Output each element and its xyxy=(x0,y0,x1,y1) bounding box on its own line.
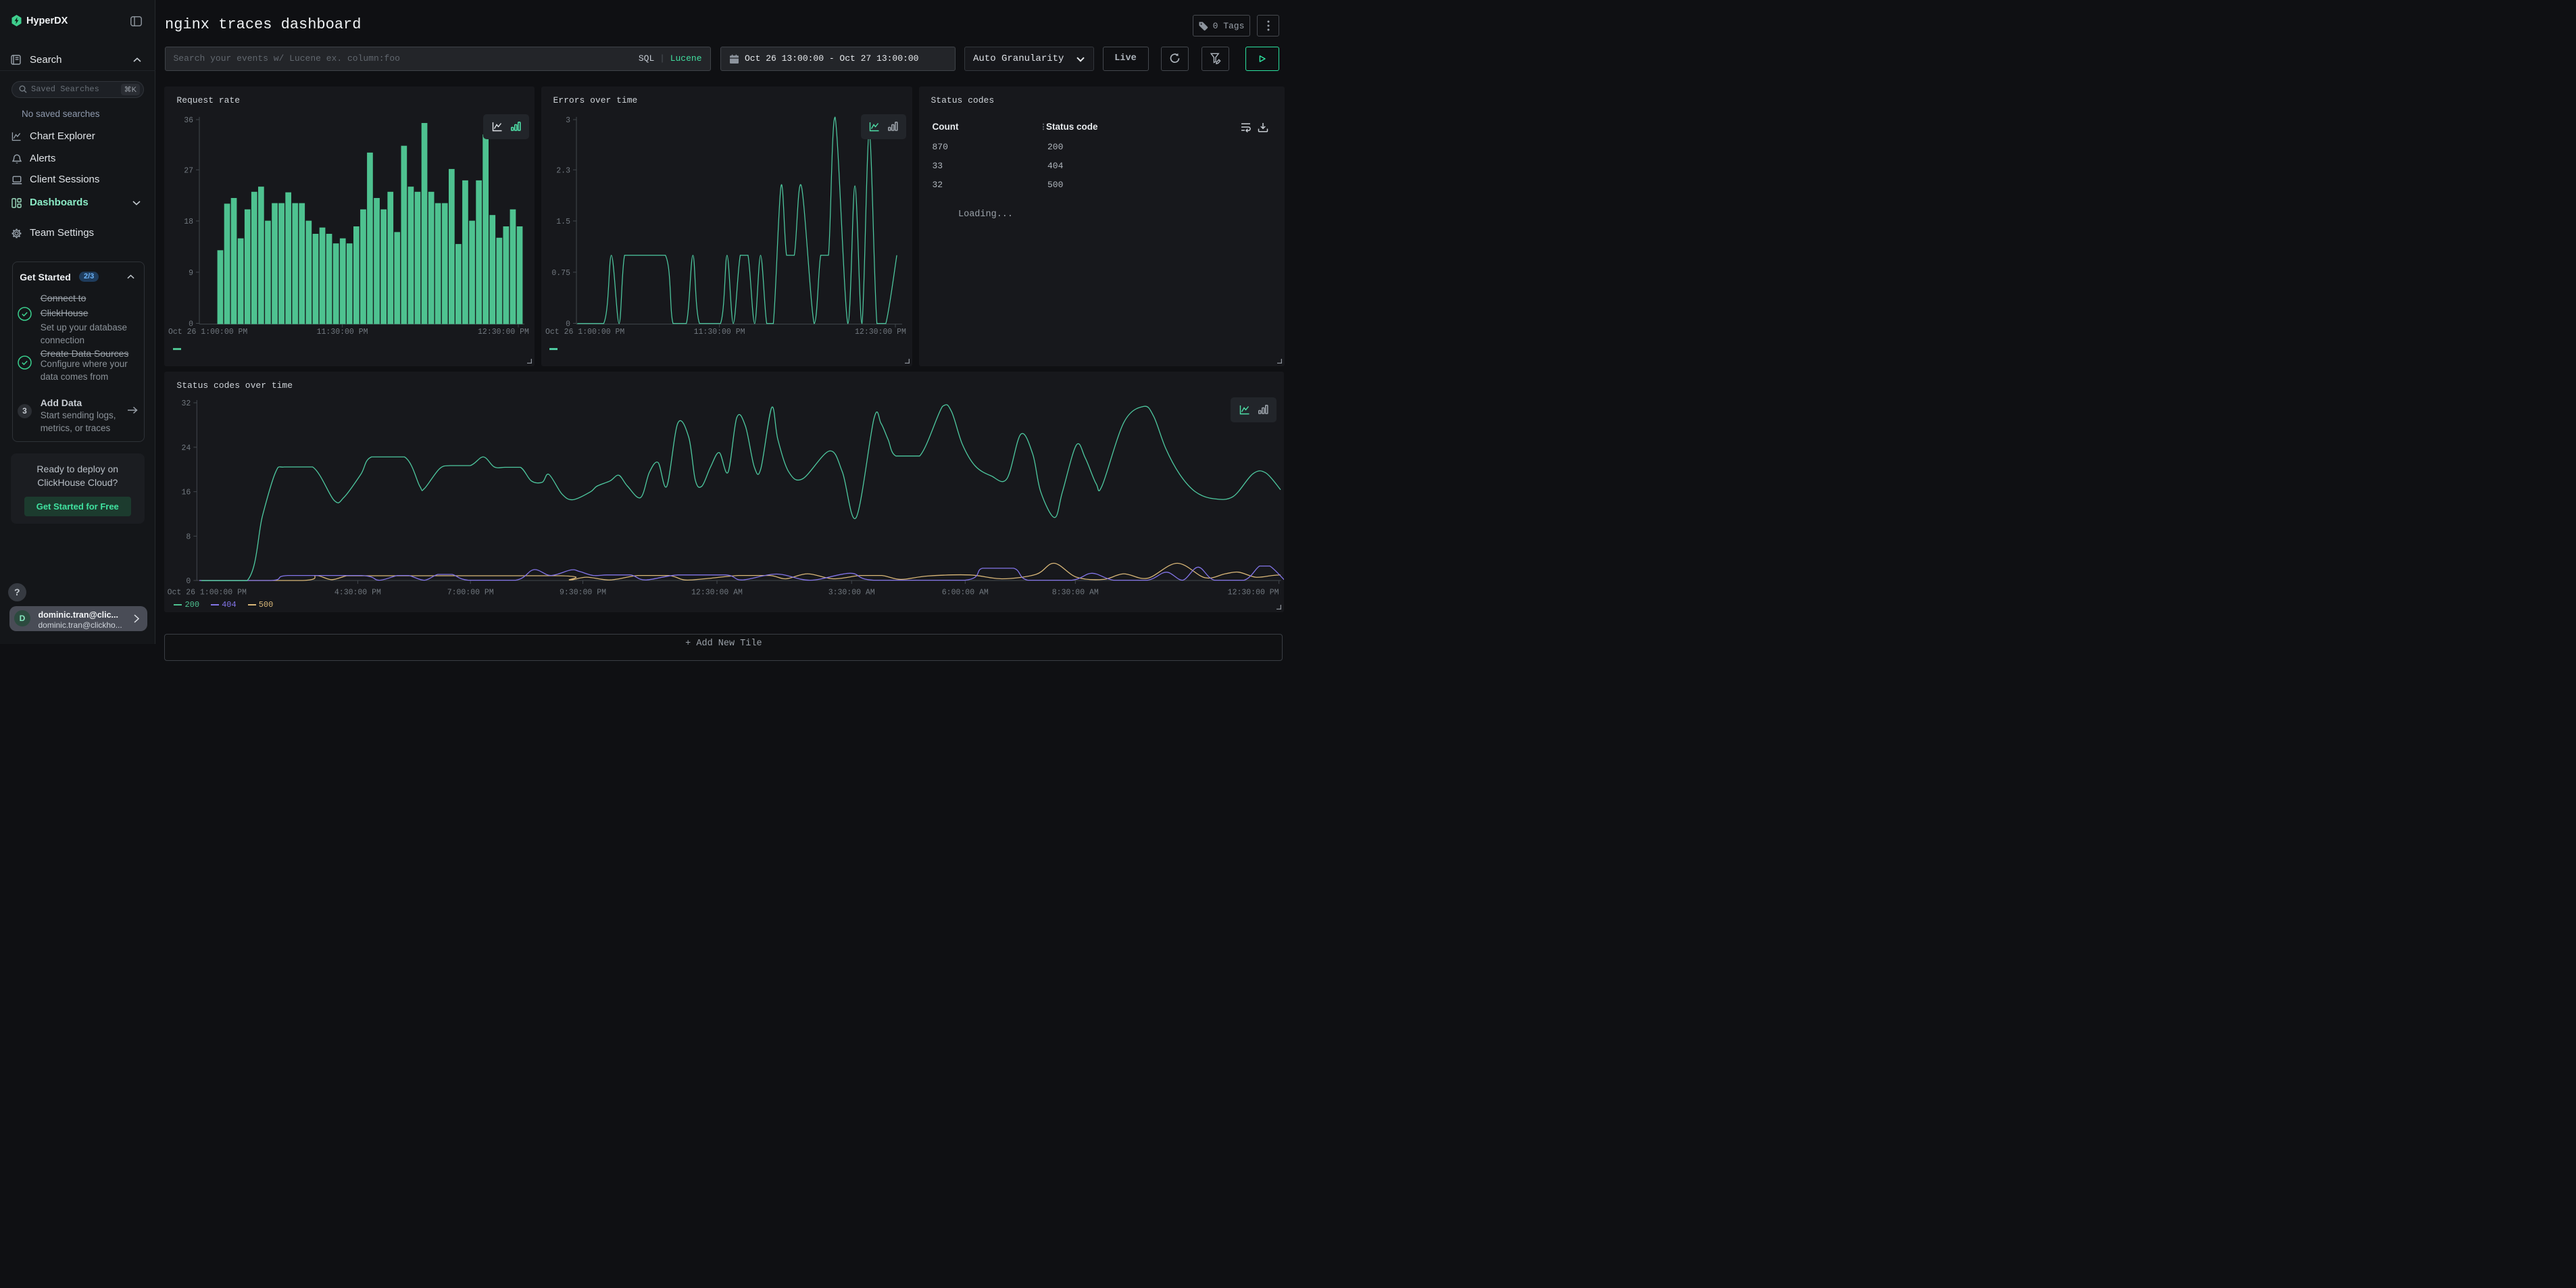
svg-text:0: 0 xyxy=(187,577,191,586)
svg-text:9: 9 xyxy=(189,269,193,278)
svg-text:12:30:00 PM: 12:30:00 PM xyxy=(478,328,529,337)
svg-text:18: 18 xyxy=(184,218,194,226)
svg-text:Oct 26 1:00:00 PM: Oct 26 1:00:00 PM xyxy=(168,589,247,597)
svg-text:8: 8 xyxy=(187,532,191,541)
svg-text:0.75: 0.75 xyxy=(551,269,570,278)
svg-text:16: 16 xyxy=(182,489,191,497)
svg-text:Oct 26 1:00:00 PM: Oct 26 1:00:00 PM xyxy=(545,328,624,337)
svg-text:0: 0 xyxy=(566,320,570,329)
svg-text:7:00:00 PM: 7:00:00 PM xyxy=(447,589,494,597)
svg-text:12:30:00 PM: 12:30:00 PM xyxy=(855,328,906,337)
svg-text:36: 36 xyxy=(184,116,194,125)
svg-text:24: 24 xyxy=(182,444,191,453)
svg-text:32: 32 xyxy=(182,399,191,408)
svg-text:12:30:00 AM: 12:30:00 AM xyxy=(691,589,743,597)
svg-text:4:30:00 PM: 4:30:00 PM xyxy=(335,589,381,597)
svg-text:12:30:00 PM: 12:30:00 PM xyxy=(1228,589,1279,597)
svg-text:3:30:00 AM: 3:30:00 AM xyxy=(828,589,875,597)
svg-text:11:30:00 PM: 11:30:00 PM xyxy=(317,328,368,337)
svg-text:27: 27 xyxy=(184,166,194,175)
svg-text:8:30:00 AM: 8:30:00 AM xyxy=(1052,589,1099,597)
svg-text:9:30:00 PM: 9:30:00 PM xyxy=(560,589,606,597)
svg-text:6:00:00 AM: 6:00:00 AM xyxy=(942,589,989,597)
svg-text:11:30:00 PM: 11:30:00 PM xyxy=(693,328,745,337)
svg-text:0: 0 xyxy=(189,320,193,329)
svg-text:3: 3 xyxy=(566,116,570,125)
svg-text:2.3: 2.3 xyxy=(556,166,570,175)
svg-text:Oct 26 1:00:00 PM: Oct 26 1:00:00 PM xyxy=(168,328,247,337)
svg-text:1.5: 1.5 xyxy=(556,218,570,226)
